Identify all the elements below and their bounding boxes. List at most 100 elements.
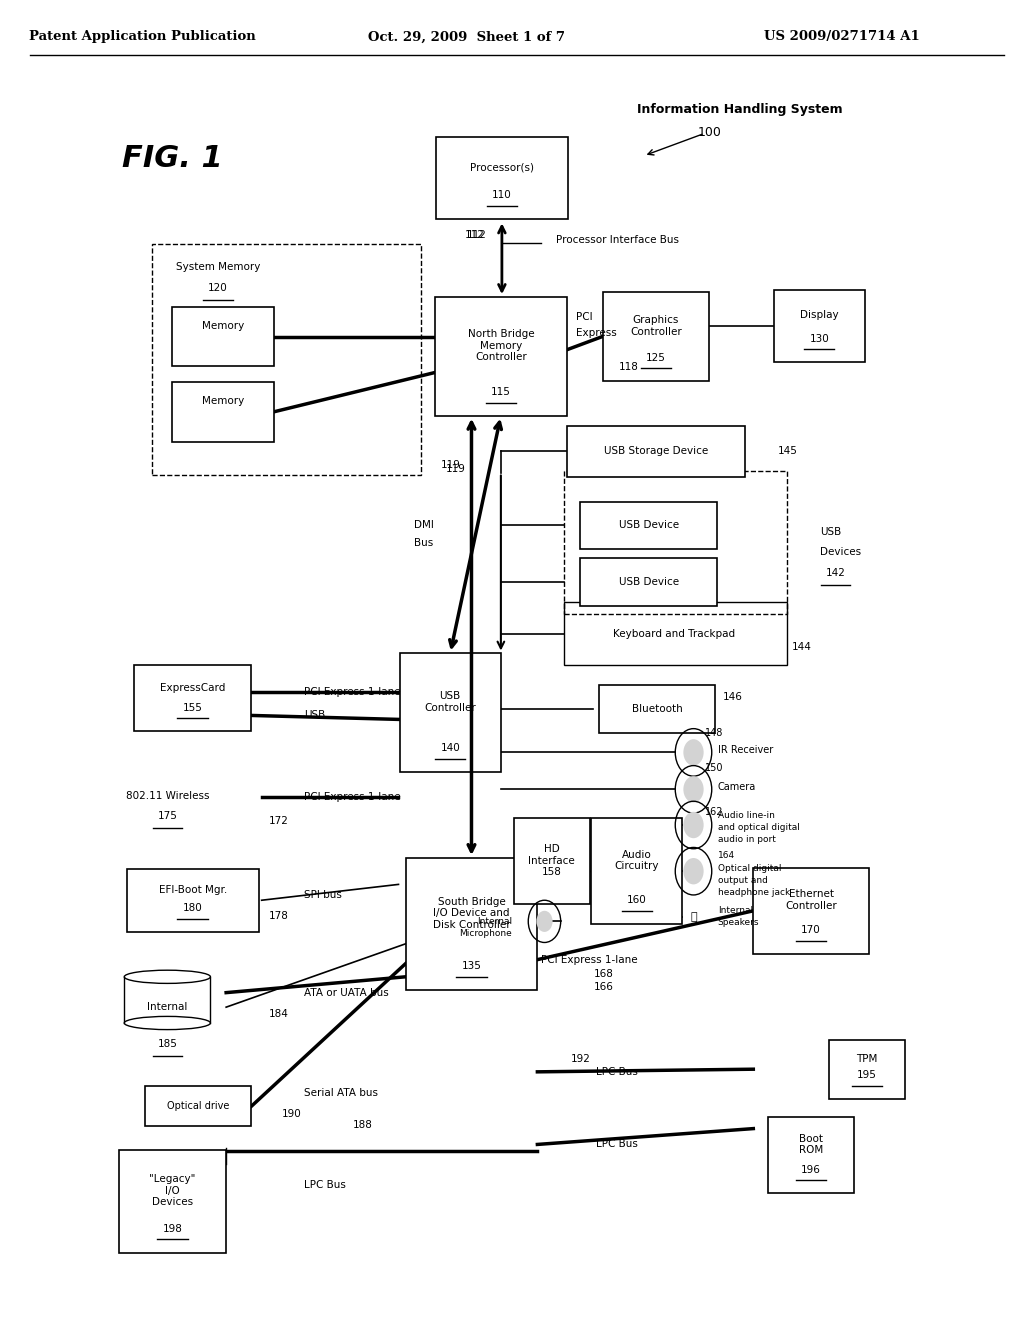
Text: 180: 180 [183,903,203,913]
Text: LPC Bus: LPC Bus [596,1067,638,1077]
Circle shape [683,812,703,838]
Text: 110: 110 [492,190,512,201]
FancyBboxPatch shape [599,685,716,733]
Text: USB Device: USB Device [618,577,679,587]
Text: 100: 100 [697,125,722,139]
Circle shape [683,739,703,766]
Text: ExpressCard: ExpressCard [160,682,225,693]
Text: headphone jack: headphone jack [718,888,791,896]
Text: USB Storage Device: USB Storage Device [604,446,709,457]
Text: 119: 119 [441,459,461,470]
Text: 112: 112 [465,230,484,240]
FancyBboxPatch shape [406,858,538,990]
Text: Bluetooth: Bluetooth [632,704,682,714]
FancyBboxPatch shape [768,1117,854,1193]
FancyBboxPatch shape [172,383,273,441]
Text: IR Receiver: IR Receiver [718,744,773,755]
Text: System Memory: System Memory [176,261,260,272]
Text: Internal: Internal [718,907,753,915]
Text: 195: 195 [857,1071,877,1080]
FancyBboxPatch shape [603,292,710,381]
Text: 155: 155 [182,702,203,713]
Text: 115: 115 [490,387,511,397]
Text: Optical drive: Optical drive [167,1101,229,1111]
Text: PCI Express 1-lane: PCI Express 1-lane [542,954,638,965]
FancyBboxPatch shape [435,297,566,416]
Text: 118: 118 [618,362,638,372]
FancyBboxPatch shape [514,817,590,903]
Text: DMI: DMI [414,520,434,531]
Text: LPC Bus: LPC Bus [304,1180,346,1191]
Text: Audio line-in: Audio line-in [718,812,775,820]
Text: 802.11 Wireless: 802.11 Wireless [126,791,209,801]
Text: 🔊: 🔊 [690,912,696,923]
Ellipse shape [124,970,210,983]
Text: 120: 120 [208,282,228,293]
FancyBboxPatch shape [144,1086,251,1126]
Text: Memory: Memory [202,396,245,407]
Text: Internal: Internal [147,1002,187,1012]
Text: 112: 112 [467,230,486,240]
FancyBboxPatch shape [127,869,259,932]
Text: PCI Express 1-lane: PCI Express 1-lane [304,686,400,697]
Text: 196: 196 [801,1164,821,1175]
Text: 144: 144 [792,642,812,652]
Text: Keyboard and Trackpad: Keyboard and Trackpad [613,628,735,639]
Text: ATA or UATA bus: ATA or UATA bus [304,987,389,998]
FancyBboxPatch shape [591,818,682,924]
Text: "Legacy"
I/O
Devices: "Legacy" I/O Devices [150,1173,196,1208]
FancyBboxPatch shape [172,306,273,366]
Text: 145: 145 [777,446,798,457]
Text: 125: 125 [646,352,666,363]
Text: 192: 192 [570,1053,591,1064]
Text: 135: 135 [462,961,481,972]
Text: Speakers: Speakers [718,919,760,927]
Text: Serial ATA bus: Serial ATA bus [304,1088,378,1098]
Text: Boot
ROM: Boot ROM [799,1134,823,1155]
FancyBboxPatch shape [399,653,501,772]
Text: 190: 190 [282,1109,302,1119]
Text: TPM: TPM [856,1053,878,1064]
Text: 142: 142 [825,568,846,578]
Text: SPI bus: SPI bus [304,890,342,900]
Text: Ethernet
Controller: Ethernet Controller [785,890,837,911]
Text: Display: Display [800,310,839,321]
Text: 146: 146 [723,692,742,702]
FancyBboxPatch shape [134,665,251,731]
Text: 140: 140 [440,743,460,754]
FancyBboxPatch shape [828,1040,905,1098]
Text: 150: 150 [705,763,723,774]
Text: 185: 185 [158,1039,177,1049]
Text: North Bridge
Memory
Controller: North Bridge Memory Controller [468,329,535,363]
Text: Audio
Circuitry: Audio Circuitry [614,850,659,871]
Text: HD
Interface
158: HD Interface 158 [528,843,574,878]
Text: Bus: Bus [415,537,433,548]
Text: Graphics
Controller: Graphics Controller [630,315,682,337]
FancyBboxPatch shape [567,426,744,477]
Text: 130: 130 [809,334,829,343]
Text: US 2009/0271714 A1: US 2009/0271714 A1 [764,30,920,44]
Text: 172: 172 [268,816,289,826]
Circle shape [683,858,703,884]
Text: audio in port: audio in port [718,836,776,843]
Text: 164: 164 [718,851,735,859]
Circle shape [683,776,703,803]
Text: Processor(s): Processor(s) [470,162,534,173]
Text: USB
Controller: USB Controller [424,692,476,713]
Text: Optical digital: Optical digital [718,865,781,873]
FancyBboxPatch shape [436,137,567,219]
Text: PCI Express 1-lane: PCI Express 1-lane [304,792,400,803]
Text: Devices: Devices [820,546,861,557]
FancyBboxPatch shape [581,502,718,549]
Text: 119: 119 [446,463,466,474]
Text: LPC Bus: LPC Bus [596,1139,638,1150]
Text: 188: 188 [353,1119,373,1130]
FancyBboxPatch shape [119,1150,225,1253]
Text: Microphone: Microphone [460,929,512,937]
Text: and optical digital: and optical digital [718,824,800,832]
Text: South Bridge
I/O Device and
Disk Controller: South Bridge I/O Device and Disk Control… [433,896,510,931]
Text: USB: USB [304,710,326,721]
Text: Internal: Internal [477,917,512,925]
FancyBboxPatch shape [753,869,869,953]
Text: USB Device: USB Device [618,520,679,531]
